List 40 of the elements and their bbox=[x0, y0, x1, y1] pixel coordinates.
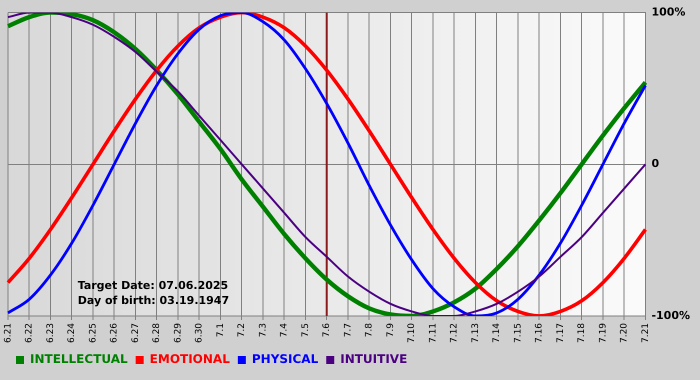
x-tick-label: 6.30 bbox=[194, 322, 205, 344]
x-tick-label: 6.29 bbox=[173, 322, 184, 344]
x-tick-label: 7.8 bbox=[364, 322, 375, 338]
x-tick-label: 7.1 bbox=[216, 322, 226, 338]
annotation: Target Date: 07.06.2025 bbox=[78, 278, 228, 292]
x-tick-label: 6.26 bbox=[110, 322, 120, 344]
x-tick-label: 7.9 bbox=[386, 322, 396, 338]
x-tick-label: 7.14 bbox=[492, 322, 502, 344]
x-tick-label: 7.18 bbox=[577, 322, 588, 344]
x-tick-label: 7.7 bbox=[343, 322, 354, 338]
x-tick-label: 7.3 bbox=[258, 322, 268, 338]
x-tick-label: 6.23 bbox=[46, 322, 56, 344]
x-tick-label: 7.20 bbox=[620, 322, 630, 344]
legend-label: INTELLECTUAL bbox=[30, 352, 128, 366]
x-tick-label: 6.24 bbox=[67, 322, 78, 344]
x-tick-label: 7.2 bbox=[237, 322, 248, 338]
y-tick-label: 0 bbox=[651, 157, 660, 170]
x-tick-label: 6.25 bbox=[88, 322, 98, 344]
legend-label: INTUITIVE bbox=[340, 352, 408, 366]
x-tick-label: 6.22 bbox=[24, 322, 35, 344]
x-tick-label: 7.17 bbox=[556, 322, 566, 344]
y-tick-label: -100% bbox=[651, 308, 690, 322]
x-tick-label: 7.16 bbox=[534, 322, 545, 344]
x-tick-label: 7.10 bbox=[407, 322, 418, 344]
legend-label: EMOTIONAL bbox=[150, 352, 230, 366]
x-tick-label: 7.15 bbox=[513, 322, 524, 344]
x-tick-label: 7.11 bbox=[428, 322, 438, 344]
x-tick-label: 6.28 bbox=[152, 322, 162, 344]
x-tick-label: 7.5 bbox=[300, 322, 311, 338]
x-tick-label: 7.19 bbox=[598, 322, 608, 344]
x-tick-label: 7.6 bbox=[322, 322, 332, 338]
x-tick-label: 6.27 bbox=[130, 322, 141, 344]
legend-label: PHYSICAL bbox=[252, 352, 319, 366]
x-tick-label: 7.12 bbox=[450, 322, 460, 344]
y-tick-label: 100% bbox=[651, 5, 686, 18]
x-tick-label: 7.21 bbox=[640, 322, 651, 344]
x-tick-label: 7.13 bbox=[470, 322, 481, 344]
annotation: Day of birth: 03.19.1947 bbox=[78, 294, 230, 307]
x-tick-label: 7.4 bbox=[280, 322, 290, 338]
x-tick-label: 6.21 bbox=[3, 322, 14, 344]
